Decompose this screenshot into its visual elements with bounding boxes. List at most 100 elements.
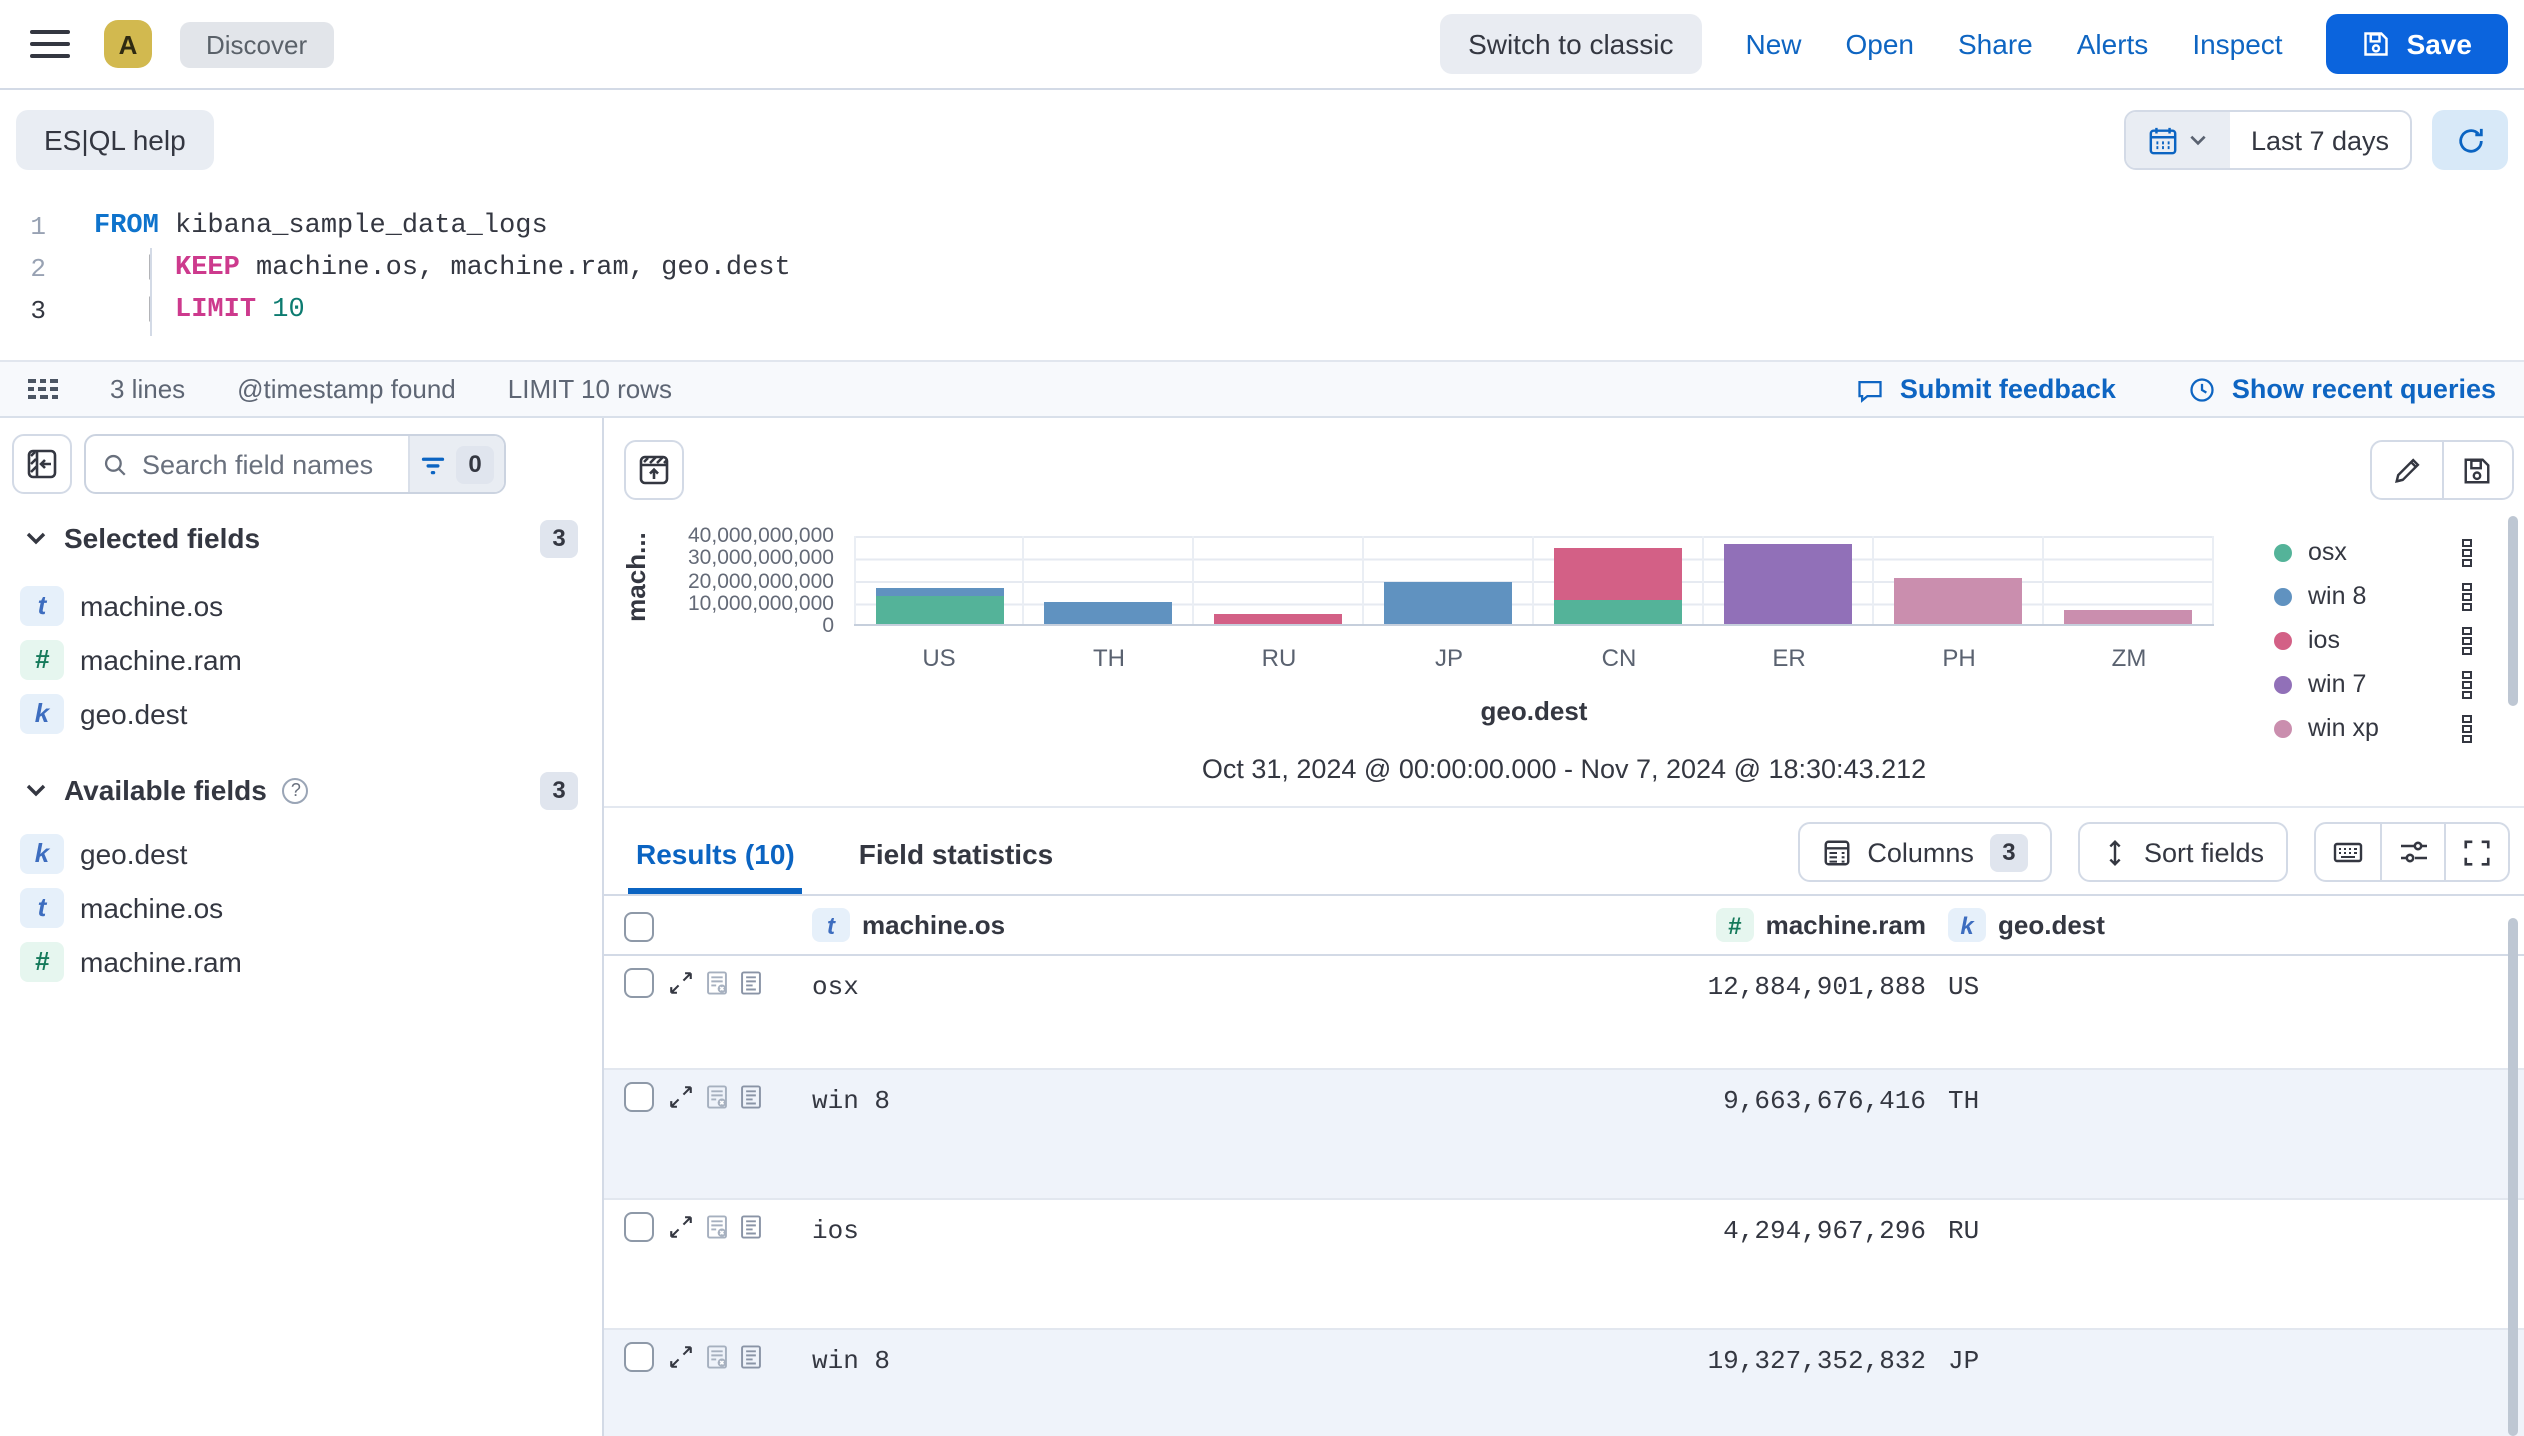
save-button[interactable]: Save bbox=[2326, 14, 2508, 74]
field-filters-button[interactable]: 0 bbox=[408, 436, 504, 492]
esql-editor[interactable]: 1 FROM kibana_sample_data_logs 2 | KEEP … bbox=[0, 206, 2524, 336]
cell-geo-dest[interactable]: TH bbox=[1948, 1086, 1980, 1116]
new-button[interactable]: New bbox=[1745, 28, 1802, 60]
cell-geo-dest[interactable]: RU bbox=[1948, 1216, 1980, 1246]
row-checkbox[interactable] bbox=[624, 968, 654, 998]
row-checkbox[interactable] bbox=[624, 1342, 654, 1372]
share-button[interactable]: Share bbox=[1958, 28, 2033, 60]
show-recent-queries-link[interactable]: Show recent queries bbox=[2188, 374, 2496, 404]
space-avatar[interactable]: A bbox=[104, 20, 152, 68]
inspect-button[interactable]: Inspect bbox=[2192, 28, 2283, 60]
column-header-machine-os[interactable]: t machine.os bbox=[812, 908, 1005, 942]
keyboard-shortcuts-button[interactable] bbox=[2316, 824, 2380, 880]
tab-results[interactable]: Results (10) bbox=[628, 838, 803, 894]
open-button[interactable]: Open bbox=[1845, 28, 1915, 60]
bar-segment-win-xp[interactable] bbox=[2064, 609, 2192, 624]
search-input[interactable] bbox=[142, 449, 392, 479]
bar-segment-ios[interactable] bbox=[1554, 547, 1682, 600]
field-item-machine-os[interactable]: t machine.os bbox=[0, 578, 602, 632]
tab-field-statistics[interactable]: Field statistics bbox=[858, 838, 1054, 870]
bar-segment-win-8[interactable] bbox=[1384, 581, 1512, 624]
cell-machine-ram[interactable]: 4,294,967,296 bbox=[1723, 1216, 1926, 1246]
cell-machine-os[interactable]: osx bbox=[812, 972, 859, 1002]
bar-group-RU[interactable] bbox=[1194, 536, 1364, 624]
legend-item-ios[interactable]: ios bbox=[2274, 618, 2474, 662]
field-item-geo-dest[interactable]: k geo.dest bbox=[0, 686, 602, 740]
bar-segment-win-xp[interactable] bbox=[1894, 578, 2022, 624]
alerts-button[interactable]: Alerts bbox=[2076, 28, 2149, 60]
table-row[interactable]: win 8 9,663,676,416 TH bbox=[604, 1070, 2524, 1200]
view-document-icon[interactable] bbox=[738, 1214, 764, 1240]
table-scrollbar[interactable] bbox=[2508, 918, 2518, 1436]
chart-scrollbar[interactable] bbox=[2508, 516, 2518, 706]
field-item-machine-ram[interactable]: # machine.ram bbox=[0, 934, 602, 988]
column-header-machine-ram[interactable]: # machine.ram bbox=[1715, 908, 1926, 942]
bar-segment-ios[interactable] bbox=[1214, 614, 1342, 624]
select-all-checkbox[interactable] bbox=[624, 912, 654, 942]
switch-to-classic-button[interactable]: Switch to classic bbox=[1440, 14, 1702, 74]
legend-actions-icon[interactable] bbox=[2460, 625, 2474, 655]
bar-segment-win-8[interactable] bbox=[876, 588, 1004, 596]
date-picker-quick-menu[interactable] bbox=[2126, 112, 2230, 168]
collapse-sidebar-button[interactable] bbox=[12, 434, 72, 494]
legend-actions-icon[interactable] bbox=[2460, 669, 2474, 699]
legend-actions-icon[interactable] bbox=[2460, 537, 2474, 567]
bar-segment-osx[interactable] bbox=[876, 595, 1004, 624]
view-document-icon[interactable] bbox=[738, 1084, 764, 1110]
hide-chart-button[interactable] bbox=[624, 440, 684, 500]
bar-segment-win-8[interactable] bbox=[1044, 602, 1172, 624]
field-item-geo-dest[interactable]: k geo.dest bbox=[0, 826, 602, 880]
esql-help-button[interactable]: ES|QL help bbox=[16, 110, 214, 170]
editor-line[interactable]: 1 FROM kibana_sample_data_logs bbox=[0, 206, 2524, 248]
selected-fields-accordion[interactable]: Selected fields 3 bbox=[0, 518, 602, 558]
expand-row-icon[interactable] bbox=[668, 1214, 694, 1240]
bar-group-ZM[interactable] bbox=[2044, 536, 2214, 624]
cell-machine-os[interactable]: win 8 bbox=[812, 1346, 891, 1376]
legend-item-win8[interactable]: win 8 bbox=[2274, 574, 2474, 618]
cell-machine-ram[interactable]: 12,884,901,888 bbox=[1707, 972, 1926, 1002]
cell-machine-ram[interactable]: 19,327,352,832 bbox=[1707, 1346, 1926, 1376]
sort-fields-button[interactable]: Sort fields bbox=[2077, 822, 2288, 882]
columns-button[interactable]: Columns 3 bbox=[1797, 822, 2052, 882]
column-header-geo-dest[interactable]: k geo.dest bbox=[1948, 908, 2105, 942]
field-item-machine-ram[interactable]: # machine.ram bbox=[0, 632, 602, 686]
bar-group-CN[interactable] bbox=[1534, 536, 1704, 624]
table-row[interactable]: win 8 19,327,352,832 JP bbox=[604, 1330, 2524, 1436]
submit-feedback-link[interactable]: Submit feedback bbox=[1856, 374, 2116, 404]
bar-group-PH[interactable] bbox=[1874, 536, 2044, 624]
bar-group-ER[interactable] bbox=[1704, 536, 1874, 624]
breadcrumb[interactable]: Discover bbox=[180, 21, 334, 67]
available-fields-accordion[interactable]: Available fields ? 3 bbox=[0, 770, 602, 810]
expand-row-icon[interactable] bbox=[668, 970, 694, 996]
legend-actions-icon[interactable] bbox=[2460, 713, 2474, 743]
cell-machine-ram[interactable]: 9,663,676,416 bbox=[1723, 1086, 1926, 1116]
cell-machine-os[interactable]: ios bbox=[812, 1216, 859, 1246]
save-visualization-button[interactable] bbox=[2441, 442, 2512, 498]
editor-line[interactable]: 3 | LIMIT 10 bbox=[0, 290, 2524, 332]
bar-group-TH[interactable] bbox=[1024, 536, 1194, 624]
bar-group-JP[interactable] bbox=[1364, 536, 1534, 624]
help-icon[interactable]: ? bbox=[282, 777, 309, 803]
field-item-machine-os[interactable]: t machine.os bbox=[0, 880, 602, 934]
view-document-icon[interactable] bbox=[738, 1344, 764, 1370]
cell-geo-dest[interactable]: US bbox=[1948, 972, 1980, 1002]
bar-group-US[interactable] bbox=[854, 536, 1024, 624]
display-options-button[interactable] bbox=[2380, 824, 2444, 880]
menu-icon[interactable] bbox=[16, 10, 84, 78]
legend-item-osx[interactable]: osx bbox=[2274, 530, 2474, 574]
refresh-button[interactable] bbox=[2432, 110, 2508, 170]
table-row[interactable]: osx 12,884,901,888 US bbox=[604, 956, 2524, 1070]
editor-line[interactable]: 2 | KEEP machine.os, machine.ram, geo.de… bbox=[0, 248, 2524, 290]
view-document-icon[interactable] bbox=[738, 970, 764, 996]
row-checkbox[interactable] bbox=[624, 1082, 654, 1112]
expand-row-icon[interactable] bbox=[668, 1344, 694, 1370]
field-search[interactable]: 0 bbox=[84, 434, 506, 494]
date-picker[interactable]: Last 7 days bbox=[2124, 110, 2412, 170]
time-range-value[interactable]: Last 7 days bbox=[2250, 125, 2390, 155]
row-checkbox[interactable] bbox=[624, 1212, 654, 1242]
bar-segment-win-7[interactable] bbox=[1724, 543, 1852, 624]
legend-item-win7[interactable]: win 7 bbox=[2274, 662, 2474, 706]
bar-segment-osx[interactable] bbox=[1554, 599, 1682, 624]
fullscreen-button[interactable] bbox=[2444, 824, 2508, 880]
legend-item-winxp[interactable]: win xp bbox=[2274, 706, 2474, 750]
